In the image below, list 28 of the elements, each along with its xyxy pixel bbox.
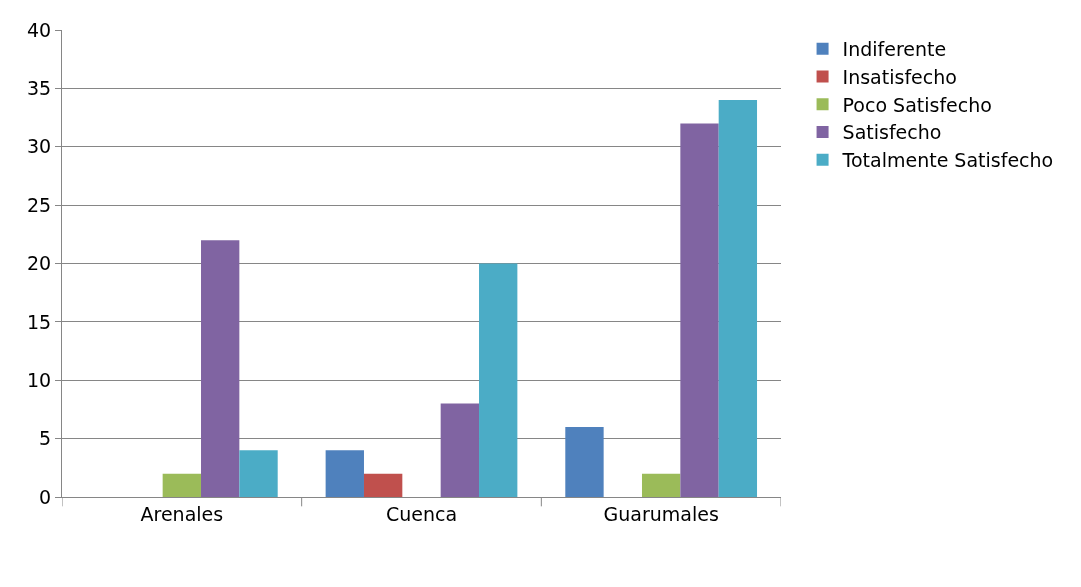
bar — [325, 450, 364, 497]
x-tick-label: Cuenca — [385, 502, 458, 525]
y-tick-label: 15 — [27, 310, 52, 333]
y-tick-label: 30 — [27, 135, 52, 158]
bar — [162, 473, 202, 497]
legend-label: Satisfecho — [842, 121, 942, 144]
legend-label: Indiferente — [842, 38, 947, 61]
y-tick-label: 10 — [27, 368, 52, 391]
y-tick-label: 35 — [27, 77, 52, 100]
x-tick-label: Guarumales — [603, 502, 719, 525]
bar — [239, 450, 278, 497]
bar — [201, 240, 240, 497]
bar — [479, 263, 518, 497]
y-tick-label: 40 — [27, 18, 52, 41]
x-tick-label: Arenales — [140, 502, 224, 525]
bar — [718, 100, 758, 497]
y-tick-label: 25 — [27, 193, 52, 216]
legend-label: Insatisfecho — [842, 65, 957, 88]
y-tick-label: 20 — [27, 252, 52, 275]
bar — [680, 123, 719, 497]
legend-label: Poco Satisfecho — [842, 93, 992, 116]
bar — [363, 473, 403, 497]
bar — [440, 403, 480, 497]
bar — [641, 473, 681, 497]
bar — [565, 426, 604, 497]
legend-label: Totalmente Satisfecho — [841, 149, 1054, 172]
y-tick-label: 5 — [39, 427, 52, 450]
y-tick-label: 0 — [39, 485, 52, 508]
